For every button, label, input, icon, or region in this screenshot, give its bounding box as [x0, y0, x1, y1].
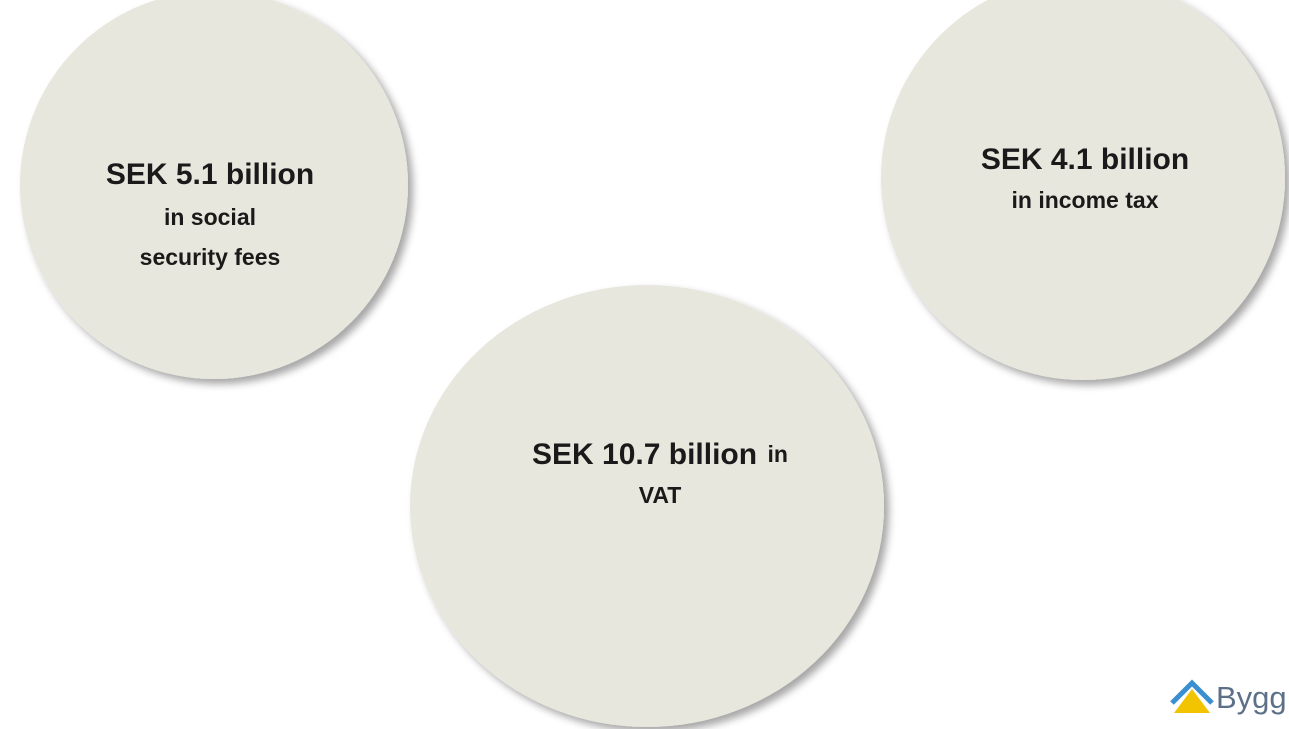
amount: SEK 5.1 billion [106, 158, 314, 191]
circle [20, 0, 408, 379]
amount: SEK 4.1 billion [981, 143, 1189, 176]
description: VAT [639, 482, 682, 508]
description: security fees [140, 244, 281, 270]
logo-roof [1170, 679, 1214, 705]
circle-income: SEK 4.1 billion in income tax [881, 0, 1285, 380]
description: in social [164, 204, 256, 230]
circle-social: SEK 5.1 billion in social security fees [20, 0, 408, 379]
logo-icon [1174, 689, 1210, 713]
amount: SEK 10.7 billion [532, 438, 757, 471]
amount-line: SEK 10.7 billion in [532, 438, 788, 471]
description: in [768, 441, 788, 467]
circle-vat: SEK 10.7 billion in VAT [410, 285, 884, 727]
circle [410, 285, 884, 727]
circle [881, 0, 1285, 380]
logo-text: Bygg [1216, 680, 1287, 715]
description: in income tax [1012, 187, 1159, 213]
logo: Bygg [1170, 679, 1287, 715]
